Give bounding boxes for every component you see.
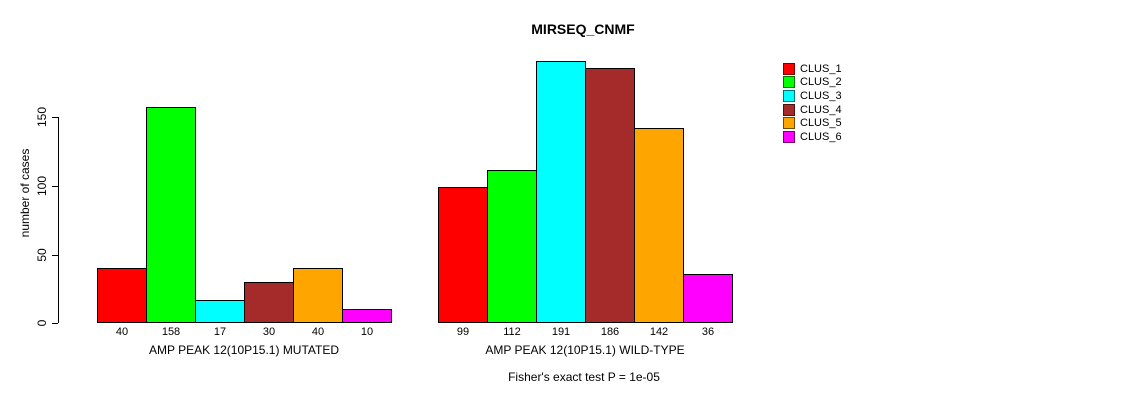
legend-item-clus_5: CLUS_5 [783, 116, 842, 130]
legend-item-clus_6: CLUS_6 [783, 130, 842, 144]
bar-clus_5 [293, 268, 343, 323]
legend-label: CLUS_1 [800, 62, 842, 75]
legend-swatch-icon [783, 130, 795, 143]
y-tick-line [52, 255, 58, 256]
legend-item-clus_3: CLUS_3 [783, 89, 842, 103]
group-axis-label: AMP PEAK 12(10P15.1) WILD-TYPE [485, 343, 685, 357]
bar-clus_4 [585, 68, 635, 323]
y-tick-label: 50 [35, 248, 49, 262]
y-tick-label: 100 [35, 175, 49, 197]
bar-clus_1 [438, 187, 488, 323]
bar-value-label: 17 [213, 326, 227, 338]
bar-value-label: 40 [311, 326, 325, 338]
y-tick-label: 150 [35, 106, 49, 128]
bar-clus_4 [244, 282, 294, 323]
legend-label: CLUS_2 [800, 76, 842, 89]
legend-swatch-icon [783, 117, 795, 130]
group-axis-label: AMP PEAK 12(10P15.1) MUTATED [148, 343, 340, 357]
bar-value-label: 30 [262, 326, 276, 338]
bar-value-label: 10 [360, 326, 374, 338]
bar-clus_2 [487, 170, 537, 323]
bar-clus_1 [97, 268, 147, 323]
legend-item-clus_4: CLUS_4 [783, 103, 842, 117]
legend-swatch-icon [783, 89, 795, 102]
chart-title: MIRSEQ_CNMF [531, 21, 635, 37]
legend-label: CLUS_4 [800, 103, 842, 116]
bar-clus_6 [683, 274, 733, 323]
bar-value-label: 36 [701, 326, 715, 338]
bar-value-label: 99 [456, 326, 470, 338]
legend-swatch-icon [783, 62, 795, 75]
bar-value-label: 158 [161, 326, 181, 338]
legend-label: CLUS_3 [800, 89, 842, 102]
legend-label: CLUS_5 [800, 117, 842, 130]
bar-clus_5 [634, 128, 684, 323]
bar-value-label: 112 [503, 326, 521, 338]
legend: CLUS_1 CLUS_2 CLUS_3 CLUS_4 CLUS_5 CLUS_6 [783, 62, 842, 144]
bar-value-label: 40 [115, 326, 129, 338]
bar-value-label: 191 [551, 326, 571, 338]
y-axis-label: number of cases [18, 148, 32, 238]
bar-clus_2 [146, 107, 196, 323]
bar-value-label: 142 [649, 326, 669, 338]
y-tick-line [52, 323, 58, 324]
legend-label: CLUS_6 [800, 130, 842, 143]
bar-value-label: 186 [600, 326, 620, 338]
legend-swatch-icon [783, 103, 795, 116]
y-tick-line [52, 117, 58, 118]
y-tick-label: 0 [35, 319, 49, 327]
fisher-test-annotation: Fisher's exact test P = 1e-05 [508, 370, 660, 384]
bar-clus_3 [195, 300, 245, 323]
bar-clus_6 [342, 309, 392, 323]
bar-clus_3 [536, 61, 586, 323]
legend-item-clus_1: CLUS_1 [783, 62, 842, 76]
legend-swatch-icon [783, 76, 795, 89]
y-tick-line [52, 186, 58, 187]
legend-item-clus_2: CLUS_2 [783, 76, 842, 90]
y-axis-line [58, 117, 59, 323]
